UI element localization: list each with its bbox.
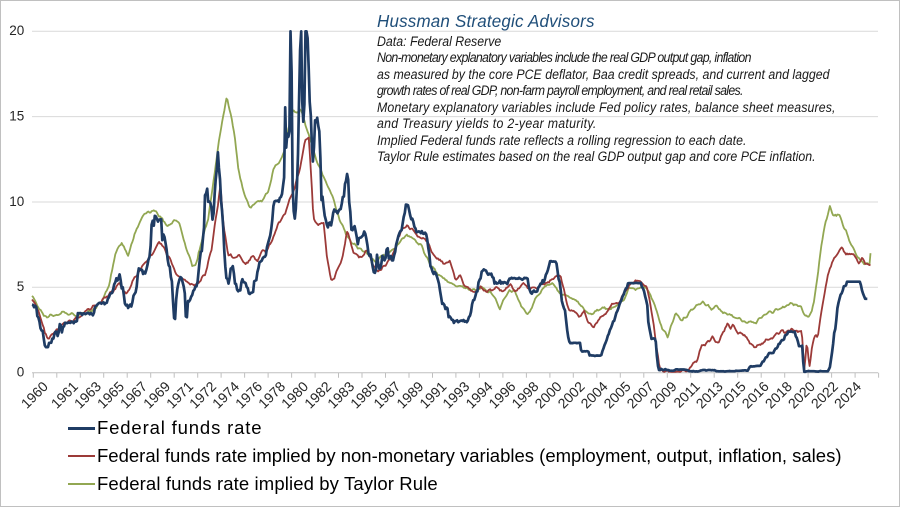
svg-text:20: 20 <box>9 23 24 38</box>
svg-text:10: 10 <box>9 194 24 209</box>
svg-text:5: 5 <box>17 279 25 294</box>
svg-text:2024: 2024 <box>831 378 864 411</box>
svg-text:1960: 1960 <box>18 378 51 411</box>
svg-text:0: 0 <box>17 365 25 380</box>
svg-text:15: 15 <box>9 109 24 124</box>
